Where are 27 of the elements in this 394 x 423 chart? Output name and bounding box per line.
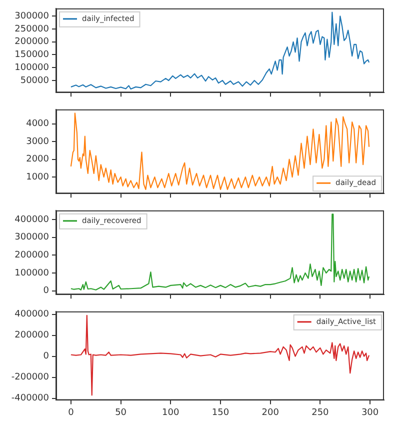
y-tick-label: 1000	[26, 172, 50, 182]
x-tick-label: 200	[262, 408, 280, 418]
x-tick-label: 0	[68, 408, 74, 418]
y-tick-label: 250000	[14, 24, 50, 34]
y-tick-label: 300000	[14, 11, 50, 22]
y-tick-label: 4000	[26, 119, 50, 130]
y-tick-label: -400000	[11, 394, 50, 404]
y-tick-label: 200000	[14, 37, 50, 48]
x-tick-label: 250	[312, 408, 330, 418]
y-tick-label: -200000	[11, 372, 50, 383]
y-tick-label: 0	[43, 352, 50, 362]
y-tick-label: 300000	[14, 232, 50, 243]
y-tick-label: 400000	[14, 310, 50, 320]
y-tick-label: 200000	[14, 330, 50, 341]
x-tick-label: 50	[115, 408, 127, 418]
y-tick-label: 50000	[20, 76, 50, 86]
y-tick-label: 150000	[14, 50, 50, 60]
y-tick-label: 0	[43, 286, 50, 296]
x-tick-label: 300	[361, 408, 379, 418]
y-tick-label: 400000	[14, 214, 50, 225]
x-tick-label: 150	[212, 408, 230, 418]
y-tick-label: 2000	[26, 154, 50, 165]
y-tick-label: 200000	[14, 250, 50, 261]
y-tick-label: 3000	[26, 136, 50, 147]
x-tick-label: 100	[162, 408, 180, 418]
y-tick-label: 100000	[14, 268, 50, 278]
y-tick-label: 100000	[14, 62, 50, 73]
